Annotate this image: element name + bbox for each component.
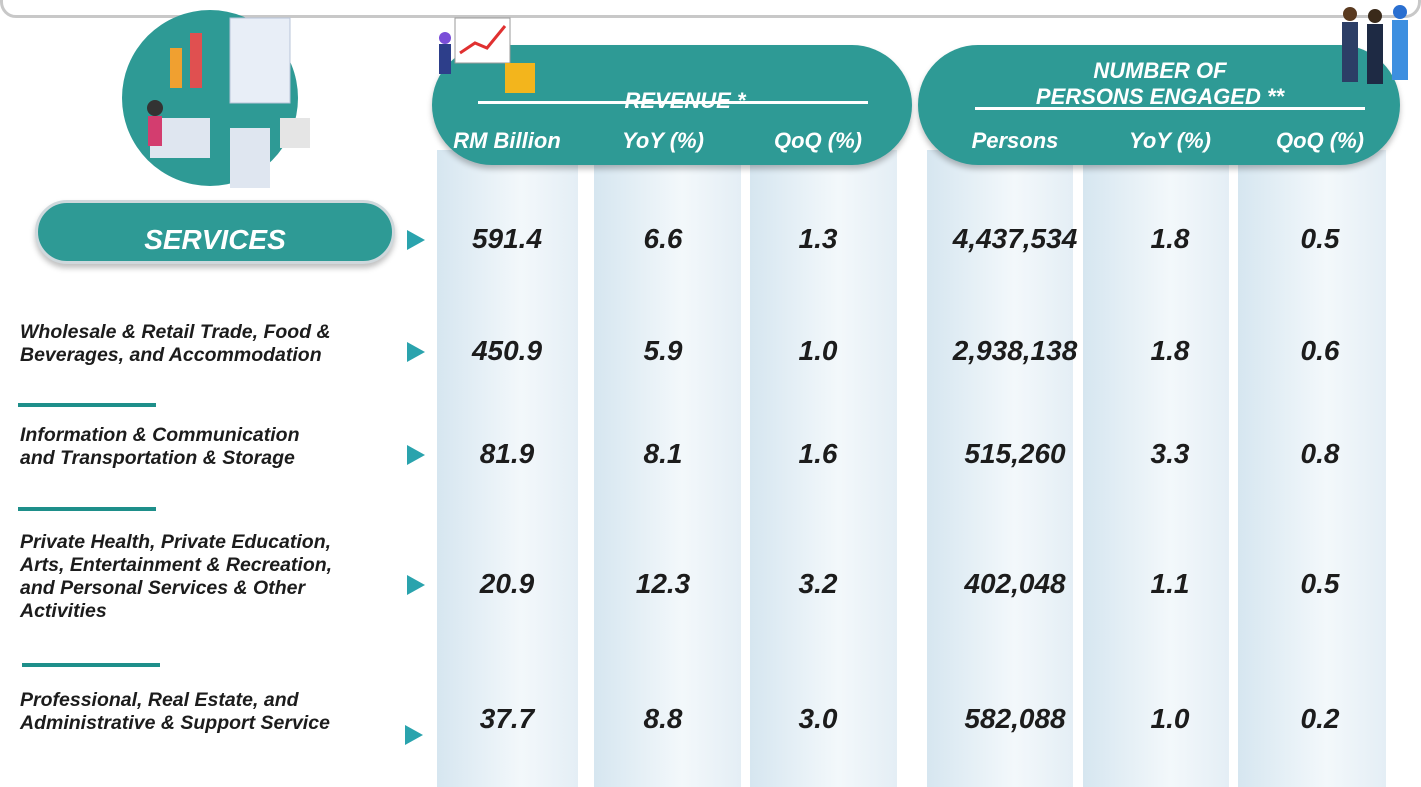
row-label: Wholesale & Retail Trade, Food & Beverage…: [20, 321, 405, 367]
row-arrow: [407, 575, 425, 595]
row-label-line: Arts, Entertainment & Recreation,: [20, 554, 333, 576]
cell-value: 20.9: [479, 568, 535, 599]
column-strip: [927, 150, 1073, 787]
row-arrow: [405, 725, 423, 745]
cell-value: 515,260: [964, 438, 1066, 469]
illustration: [122, 10, 310, 188]
column-strip: [1238, 150, 1386, 787]
column-header: QoQ (%): [1276, 128, 1364, 153]
cell-value: 1.0: [798, 335, 838, 366]
column-header: RM Billion: [453, 128, 561, 153]
services-pill: [35, 200, 395, 264]
cell-value: 0.5: [1300, 223, 1340, 254]
persons-title-line: NUMBER OF: [1093, 58, 1227, 83]
cell-value: 3.0: [798, 703, 838, 734]
persons-title-line: PERSONS ENGAGED **: [1035, 84, 1285, 109]
cell-value: 37.7: [479, 703, 535, 734]
cell-value: 2,938,138: [952, 335, 1078, 366]
cell-value: 1.8: [1150, 223, 1190, 254]
cell-value: 6.6: [643, 223, 683, 254]
column-header: Persons: [971, 128, 1059, 153]
row-label-line: Information & Communication: [20, 424, 300, 446]
revenue-title: REVENUE *: [560, 88, 810, 114]
cell-value: 591.4: [471, 223, 543, 254]
column-strip: [437, 150, 578, 787]
header-rule: [478, 101, 868, 104]
row-label: Professional, Real Estate, and Administra…: [20, 689, 405, 735]
row-label: Information & Communication and Transport…: [20, 424, 405, 470]
cell-value: 1.0: [1150, 703, 1190, 734]
separator: [22, 663, 160, 667]
cell-value: 402,048: [964, 568, 1066, 599]
cell-value: 1.8: [1150, 335, 1190, 366]
cell-value: 8.8: [643, 703, 683, 734]
row-label-line: Beverages, and Accommodation: [20, 344, 322, 366]
cell-value: 1.1: [1150, 568, 1190, 599]
row-arrow: [407, 342, 425, 362]
illustration: [1342, 5, 1408, 84]
cell-value: 4,437,534: [952, 223, 1078, 254]
cell-value: 0.6: [1300, 335, 1340, 366]
row-arrow: [407, 230, 425, 250]
cell-value: 450.9: [471, 335, 543, 366]
persons-title: NUMBER OF PERSONS ENGAGED **: [990, 58, 1330, 110]
row-label: Private Health, Private Education, Arts, …: [20, 531, 405, 623]
row-label-line: Professional, Real Estate, and: [20, 689, 299, 711]
cell-value: 12.3: [635, 568, 691, 599]
column-strip: [594, 150, 741, 787]
row-label-line: Wholesale & Retail Trade, Food &: [20, 321, 331, 343]
separator: [18, 403, 156, 407]
illustration: [439, 17, 535, 93]
header-rule: [975, 107, 1365, 110]
separator: [18, 507, 156, 511]
cell-value: 3.3: [1150, 438, 1190, 469]
cell-value: 582,088: [964, 703, 1066, 734]
column-header: QoQ (%): [774, 128, 862, 153]
cell-value: 5.9: [643, 335, 683, 366]
row-label: SERVICES: [144, 224, 286, 255]
cell-value: 1.3: [798, 223, 838, 254]
column-header: YoY (%): [1129, 128, 1211, 153]
column-header: YoY (%): [622, 128, 704, 153]
column-strip: [1083, 150, 1229, 787]
row-label-line: Administrative & Support Service: [20, 712, 330, 734]
row-label-line: Private Health, Private Education,: [20, 531, 332, 553]
row-arrow: [407, 445, 425, 465]
cell-value: 0.8: [1300, 438, 1340, 469]
row-label-line: Activities: [20, 600, 107, 622]
persons-header: [918, 45, 1400, 165]
cell-value: 1.6: [798, 438, 838, 469]
cell-value: 3.2: [798, 568, 838, 599]
cell-value: 8.1: [643, 438, 683, 469]
column-strip: [750, 150, 897, 787]
row-label-line: and Transportation & Storage: [20, 447, 295, 469]
cell-value: 81.9: [479, 438, 535, 469]
row-label-line: and Personal Services & Other: [20, 577, 306, 599]
cell-value: 0.5: [1300, 568, 1340, 599]
cell-value: 0.2: [1300, 703, 1340, 734]
